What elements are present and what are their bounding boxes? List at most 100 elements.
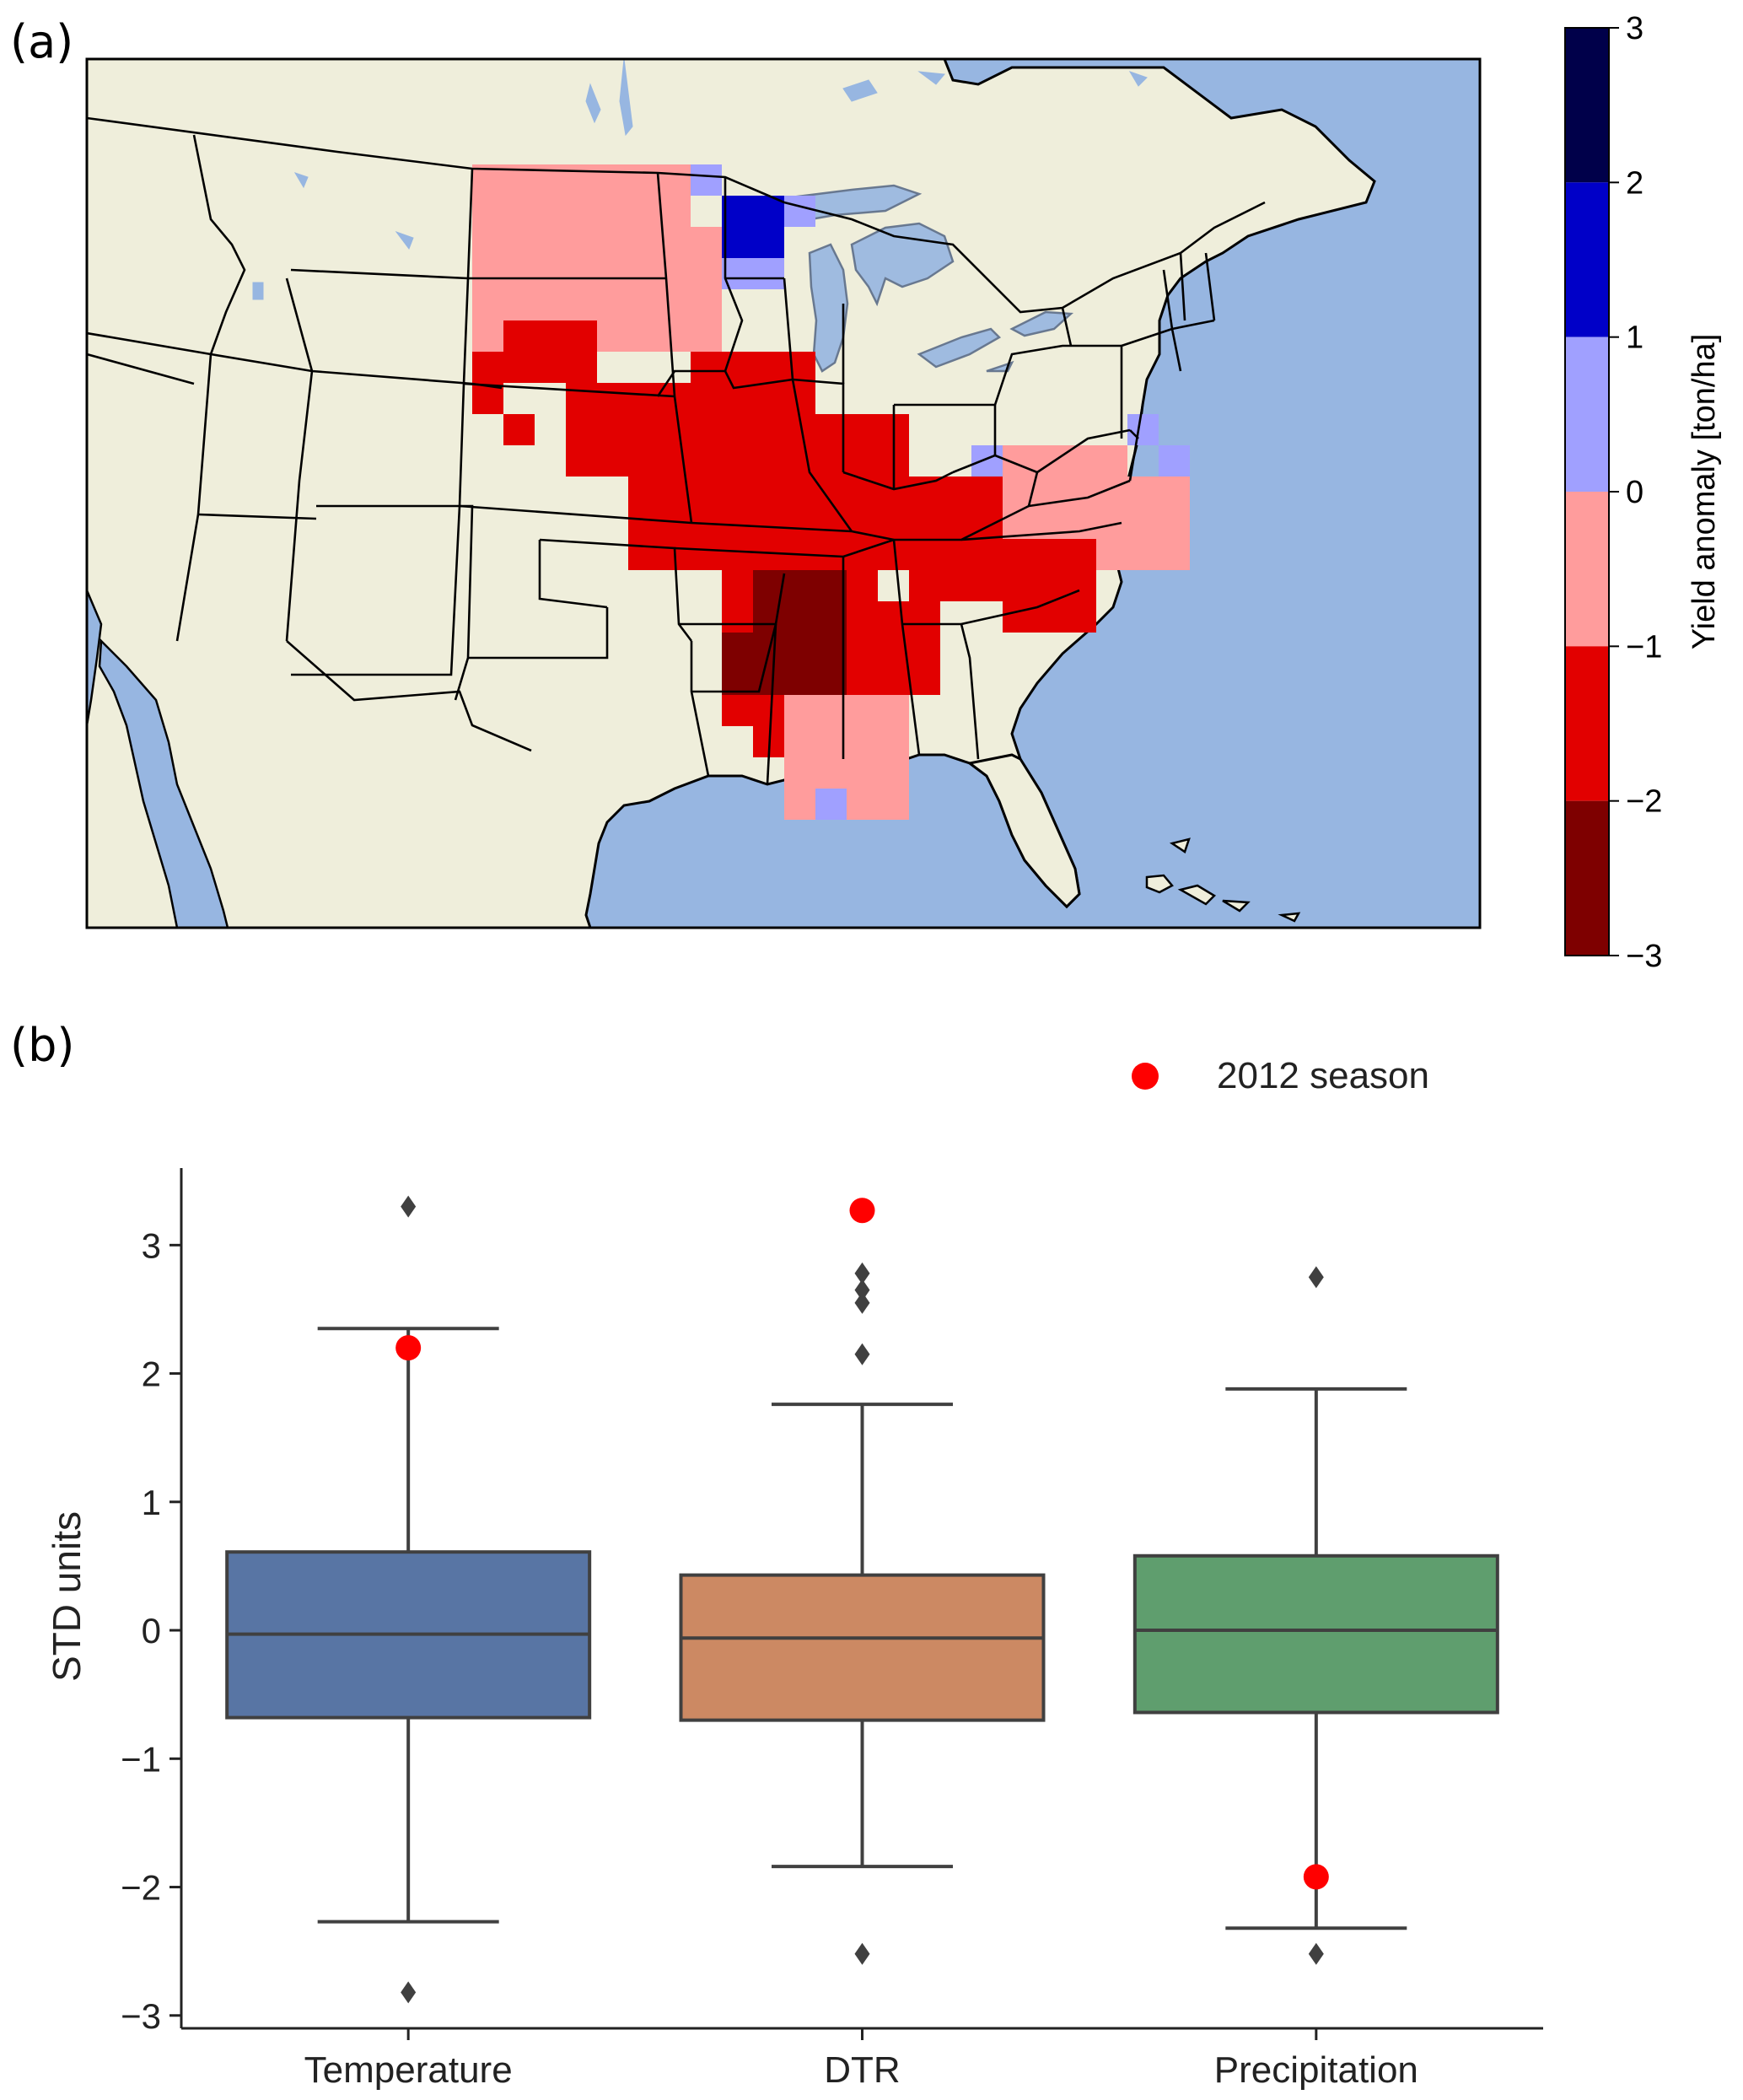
yield-cell bbox=[566, 196, 597, 227]
yield-cell bbox=[597, 414, 628, 445]
y-tick-label: 3 bbox=[142, 1225, 161, 1265]
yield-cell bbox=[815, 695, 847, 726]
yield-cell bbox=[628, 258, 659, 289]
yield-cell bbox=[722, 601, 753, 633]
yield-cell bbox=[1003, 570, 1034, 601]
yield-cell bbox=[815, 414, 847, 445]
yield-cell bbox=[1003, 539, 1034, 570]
box-precipitation bbox=[1132, 1266, 1499, 1965]
yield-cell bbox=[1003, 601, 1034, 633]
yield-cell bbox=[940, 477, 971, 508]
yield-cell bbox=[815, 570, 847, 601]
yield-cell bbox=[847, 570, 878, 601]
yield-cell bbox=[1065, 539, 1096, 570]
yield-cell bbox=[691, 539, 722, 570]
yield-cell bbox=[535, 320, 566, 352]
y-tick-label: 0 bbox=[142, 1611, 161, 1650]
yield-cell bbox=[784, 196, 815, 227]
yield-cell bbox=[1127, 477, 1159, 508]
yield-cell bbox=[1003, 508, 1034, 539]
colorbar-bin bbox=[1565, 337, 1609, 492]
yield-cell bbox=[628, 414, 659, 445]
yield-cell bbox=[753, 414, 784, 445]
yield-cell bbox=[784, 601, 815, 633]
yield-cell bbox=[1127, 539, 1159, 570]
yield-cell bbox=[659, 320, 691, 352]
yield-cell bbox=[753, 383, 784, 414]
yield-cell bbox=[659, 164, 691, 196]
yield-cell bbox=[753, 227, 784, 258]
yield-cell bbox=[878, 508, 909, 539]
yield-cell bbox=[878, 757, 909, 789]
legend-2012-season-marker bbox=[1132, 1063, 1159, 1090]
outlier-point bbox=[854, 1942, 870, 1965]
yield-cell bbox=[784, 352, 815, 383]
y-axis-label: STD units bbox=[45, 1511, 89, 1682]
y-tick-label: −3 bbox=[121, 1996, 161, 2036]
yield-cell bbox=[566, 445, 597, 477]
yield-cell bbox=[535, 227, 566, 258]
yield-cell bbox=[566, 320, 597, 352]
yield-cell bbox=[503, 414, 535, 445]
yield-cell bbox=[1096, 445, 1127, 477]
yield-cell bbox=[503, 258, 535, 289]
box-temperature bbox=[225, 1195, 592, 2004]
outlier-point bbox=[1308, 1266, 1324, 1289]
yield-cell bbox=[909, 508, 940, 539]
yield-cell bbox=[847, 757, 878, 789]
yield-cell bbox=[878, 601, 909, 633]
yield-cell bbox=[1096, 508, 1127, 539]
outlier-point bbox=[401, 1981, 417, 2004]
yield-cell bbox=[847, 789, 878, 820]
gulf-of-california bbox=[98, 638, 229, 928]
yield-cell bbox=[597, 164, 628, 196]
yield-cell bbox=[659, 414, 691, 445]
yield-cell bbox=[628, 164, 659, 196]
x-tick-label: Precipitation bbox=[1214, 2049, 1418, 2091]
florida bbox=[966, 753, 1081, 909]
yield-cell bbox=[659, 196, 691, 227]
yield-cell bbox=[597, 196, 628, 227]
yield-cell bbox=[722, 508, 753, 539]
outlier-point bbox=[854, 1279, 870, 1301]
yield-cell bbox=[566, 289, 597, 320]
yield-cell bbox=[971, 570, 1003, 601]
yield-cell bbox=[847, 414, 878, 445]
colorbar-tick-label: −2 bbox=[1626, 784, 1662, 820]
box-dtr bbox=[679, 1198, 1046, 1965]
yield-cell bbox=[628, 539, 659, 570]
yield-cell bbox=[940, 508, 971, 539]
yield-cell bbox=[566, 227, 597, 258]
colorbar-tick-label: 0 bbox=[1626, 475, 1643, 510]
yield-cell bbox=[566, 352, 597, 383]
yield-cell bbox=[1034, 539, 1065, 570]
legend-2012-season-label: 2012 season bbox=[1217, 1055, 1429, 1096]
yield-cell bbox=[691, 289, 722, 320]
yield-cell bbox=[878, 789, 909, 820]
yield-cell bbox=[784, 757, 815, 789]
x-tick-label: DTR bbox=[824, 2049, 900, 2091]
yield-cell bbox=[722, 570, 753, 601]
yield-cell bbox=[1065, 601, 1096, 633]
yield-cell bbox=[847, 601, 878, 633]
yield-cell bbox=[815, 664, 847, 695]
yield-cell bbox=[503, 196, 535, 227]
outlier-point bbox=[854, 1291, 870, 1314]
yield-cell bbox=[784, 695, 815, 726]
yield-cell bbox=[535, 352, 566, 383]
yield-cell bbox=[722, 664, 753, 695]
yield-cell bbox=[784, 477, 815, 508]
yield-cell bbox=[753, 633, 784, 664]
yield-cell bbox=[722, 633, 753, 664]
yield-cell bbox=[691, 352, 722, 383]
yield-cell bbox=[753, 258, 784, 289]
outlier-point bbox=[1308, 1942, 1324, 1965]
yield-cell bbox=[628, 196, 659, 227]
yield-cell bbox=[1127, 508, 1159, 539]
yield-cell bbox=[753, 539, 784, 570]
canadian-lakes bbox=[252, 59, 1148, 300]
yield-cell bbox=[909, 539, 940, 570]
yield-cell bbox=[909, 633, 940, 664]
iqr-box bbox=[679, 1573, 1046, 1722]
yield-cell bbox=[566, 258, 597, 289]
